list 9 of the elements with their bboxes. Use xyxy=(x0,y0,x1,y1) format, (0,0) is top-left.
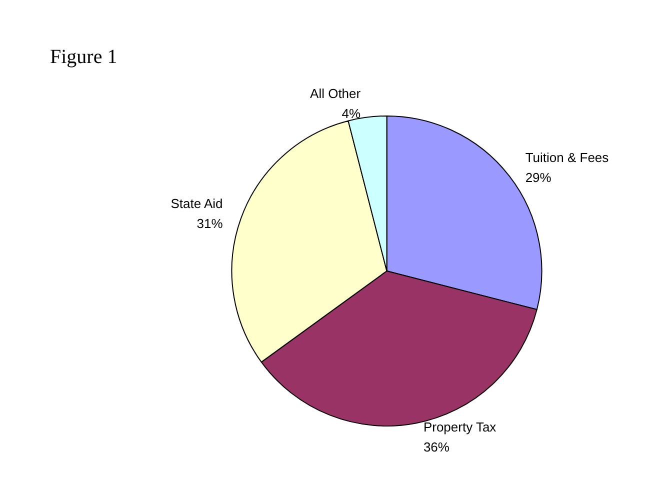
slice-label: Tuition & Fees xyxy=(525,150,610,165)
data-label: 4% xyxy=(342,106,362,121)
slice-label: State Aid xyxy=(170,196,223,212)
chart-title: Figure 1 xyxy=(50,46,118,68)
data-label: 36% xyxy=(423,439,450,454)
data-label: 31% xyxy=(196,216,224,232)
data-label: 29% xyxy=(525,170,552,185)
slice-label: Property Tax xyxy=(423,419,497,434)
slice-label: All Other xyxy=(310,86,362,101)
